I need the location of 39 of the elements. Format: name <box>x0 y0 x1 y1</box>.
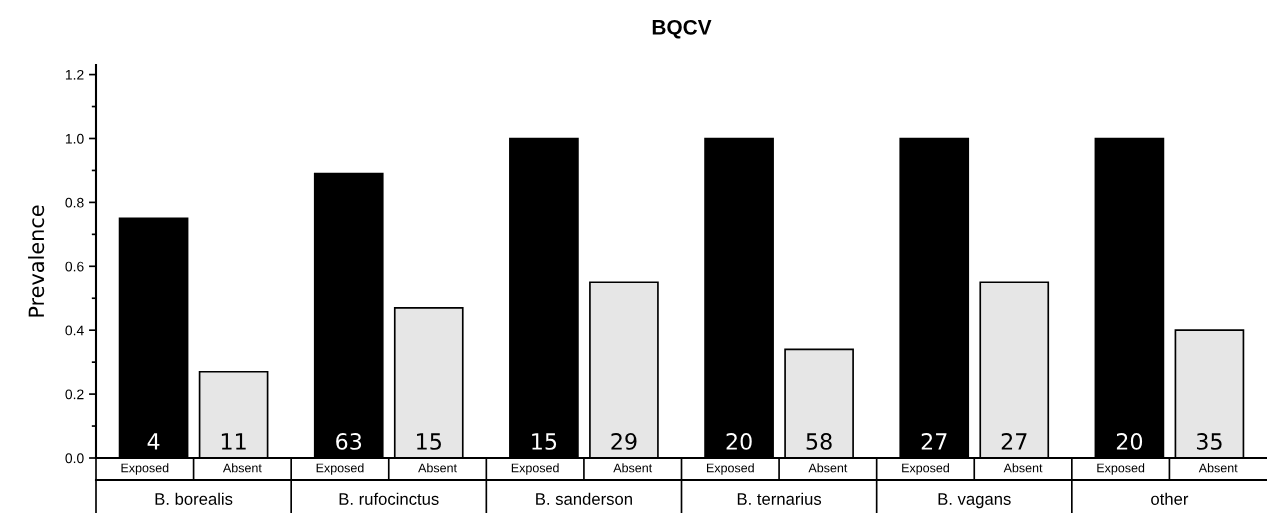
y-tick-label: 1.0 <box>65 133 84 144</box>
annotation: 11 <box>221 433 246 450</box>
annotation: 58 <box>806 433 832 450</box>
y-axis-title: Prevalence <box>28 205 45 317</box>
x-tick-label: B. vagans <box>938 493 1011 509</box>
text: Absent <box>613 463 653 473</box>
legend-label: Absent <box>222 463 262 473</box>
annotation: 27 <box>921 433 947 450</box>
x-tick-label: other <box>1151 492 1189 505</box>
annotation: 20 <box>1116 433 1143 450</box>
y-tick-label: 0.6 <box>65 261 84 272</box>
y-tick-label: 0.8 <box>65 197 84 208</box>
annotation: 15 <box>417 433 441 450</box>
annotation: 4 <box>147 433 160 450</box>
text: Absent <box>1198 463 1238 473</box>
x-tick-label: B. sanderson <box>536 492 632 505</box>
text: Exposed <box>511 463 559 475</box>
annotation: 29 <box>611 433 637 450</box>
annotation: 35 <box>1196 433 1222 450</box>
y-tick-label: 0.2 <box>65 389 84 400</box>
x-tick-label: B. borealis <box>155 492 233 505</box>
text: Absent <box>1003 463 1043 473</box>
text: Exposed <box>316 463 364 475</box>
text: Exposed <box>1097 463 1145 475</box>
text: Exposed <box>902 463 949 475</box>
y-tick-label: 1.2 <box>65 69 84 80</box>
legend-label: Exposed <box>121 463 169 475</box>
x-tick-label: B. rufocinctus <box>339 492 439 505</box>
text: Exposed <box>707 463 754 475</box>
x-tick-label: B. ternarius <box>737 492 822 505</box>
y-tick-label: 0.4 <box>65 325 84 336</box>
text: Absent <box>808 463 848 473</box>
annotation: 15 <box>532 433 557 450</box>
chart-title: BQCV <box>652 19 712 39</box>
annotation: 20 <box>726 433 752 450</box>
annotation: 63 <box>336 433 362 450</box>
annotation: 27 <box>1001 433 1027 450</box>
text: Absent <box>418 463 457 473</box>
y-tick-label: 0.0 <box>65 453 84 464</box>
